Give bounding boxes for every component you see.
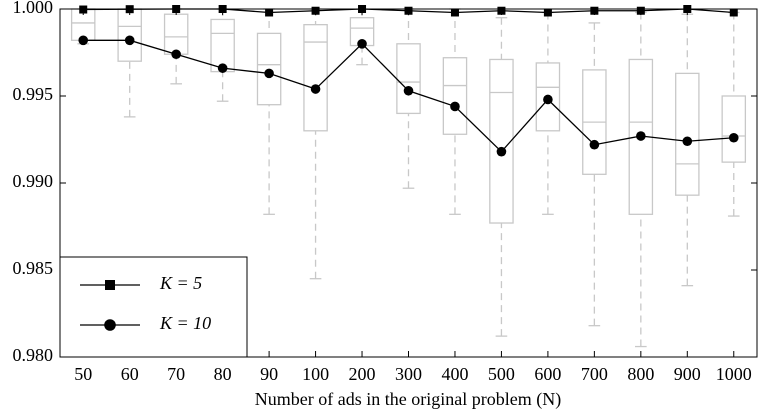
x-tick-label: 700	[581, 364, 608, 384]
box	[675, 72, 700, 196]
x-tick-label: 100	[302, 364, 329, 384]
box	[442, 57, 468, 135]
point	[636, 6, 645, 15]
point	[125, 5, 134, 14]
y-tick-label: 1.000	[13, 0, 54, 17]
point	[543, 8, 552, 17]
box	[303, 24, 328, 132]
x-tick-label: 200	[349, 364, 376, 384]
box	[489, 58, 514, 224]
point	[403, 85, 414, 96]
point	[78, 35, 89, 46]
legend-box	[59, 256, 248, 358]
point	[497, 6, 506, 15]
x-axis-label: Number of ads in the original problem (N…	[255, 389, 561, 410]
box	[535, 62, 561, 132]
point	[171, 49, 181, 60]
legend-marker	[104, 319, 116, 331]
point	[218, 5, 227, 13]
y-tick-label: 0.985	[13, 258, 54, 278]
x-tick-label: 800	[627, 364, 654, 384]
point	[404, 6, 413, 15]
point	[728, 132, 739, 143]
point	[217, 63, 228, 73]
point	[124, 35, 135, 46]
point	[589, 139, 600, 150]
point	[310, 84, 321, 94]
y-tick-label: 0.995	[13, 84, 54, 104]
point	[357, 39, 367, 49]
point	[450, 8, 459, 17]
x-tick-label: 60	[121, 364, 139, 384]
legend-label: K = 10	[159, 313, 211, 333]
x-tick-label: 70	[167, 364, 185, 384]
point	[636, 131, 646, 141]
x-tick-label: 900	[674, 364, 701, 384]
y-tick-label: 0.990	[13, 171, 54, 191]
point	[682, 136, 693, 147]
x-tick-label: 90	[260, 364, 278, 384]
box	[117, 8, 142, 62]
box	[396, 43, 421, 115]
x-tick-label: 300	[395, 364, 422, 384]
point	[311, 6, 320, 15]
point	[265, 8, 274, 17]
point	[496, 146, 507, 157]
point	[79, 5, 88, 14]
y-tick-label: 0.980	[13, 345, 54, 365]
point	[172, 5, 181, 13]
point	[683, 5, 692, 13]
point	[543, 94, 553, 105]
legend-label: K = 5	[159, 273, 202, 293]
box	[721, 95, 747, 163]
point	[590, 6, 599, 15]
x-tick-label: 500	[488, 364, 515, 384]
x-tick-label: 1000	[716, 364, 752, 384]
point	[729, 8, 738, 17]
box	[256, 32, 282, 106]
x-tick-label: 400	[441, 364, 468, 384]
x-tick-label: 80	[214, 364, 232, 384]
x-tick-label: 600	[534, 364, 561, 384]
box	[163, 13, 189, 55]
point	[450, 101, 460, 112]
x-tick-label: 50	[74, 364, 92, 384]
point	[264, 68, 274, 79]
point	[358, 5, 367, 13]
legend-marker	[105, 280, 115, 290]
